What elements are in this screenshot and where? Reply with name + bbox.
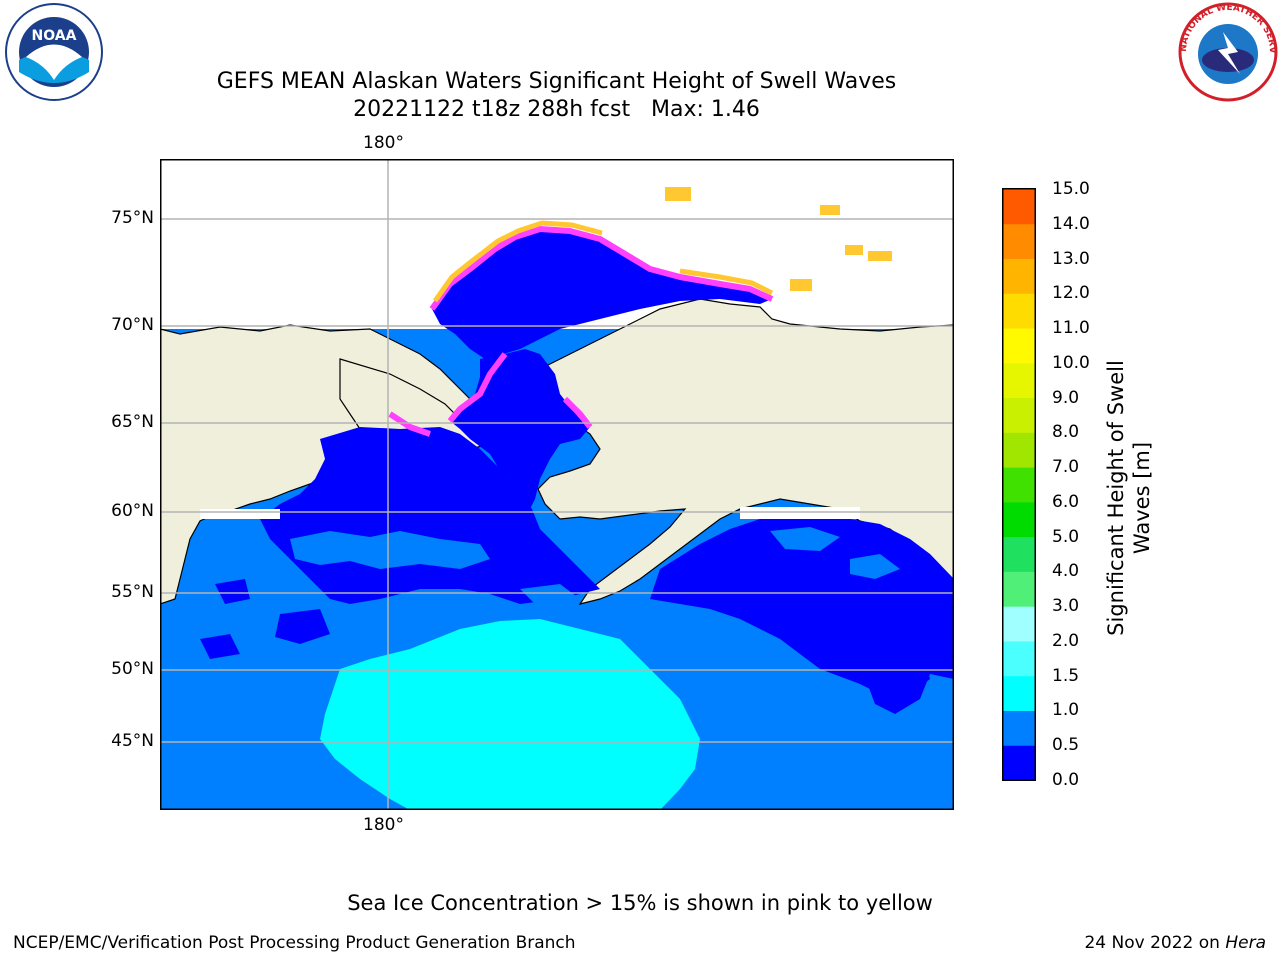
map-title: GEFS MEAN Alaskan Waters Significant Hei… [0,68,1113,124]
lat-label-45: 45°N [111,731,154,751]
title-line-2: 20221122 t18z 288h fcst Max: 1.46 [353,97,760,122]
colorbar-bin [1003,397,1035,433]
colorbar-bin [1003,467,1035,503]
footer-date: 24 Nov 2022 on Hera [1084,933,1266,953]
colorbar-bin [1003,571,1035,607]
lat-label-55: 55°N [111,582,154,602]
colorbar-label-line-2: Waves [m] [1130,441,1154,555]
colorbar-bin [1003,536,1035,572]
colorbar-bin [1003,501,1035,538]
colorbar-bin [1003,223,1035,260]
colorbar-tick-label: 0.5 [1052,735,1080,756]
colorbar-tick-label: 4.0 [1052,561,1080,582]
colorbar-label: Significant Height of Swell Waves [m] [1103,288,1155,708]
colorbar-bin [1003,745,1035,781]
lon-label-bottom: 180° [363,815,404,835]
colorbar [1002,188,1036,781]
nws-logo: NATIONAL WEATHER SERVICE [1178,2,1278,102]
map-panel [160,159,954,810]
graticule [160,159,954,810]
colorbar-bin [1003,640,1035,677]
title-line-1: GEFS MEAN Alaskan Waters Significant Hei… [216,69,897,94]
colorbar-bin [1003,258,1035,294]
aleutian-low-patches [200,579,930,714]
colorbar-tick-label: 13.0 [1052,248,1090,269]
colorbar-bin [1003,606,1035,642]
colorbar-tick-label: 2.0 [1052,630,1080,651]
colorbar-bin [1003,362,1035,399]
colorbar-tick-label: 7.0 [1052,457,1080,478]
lon-label-top: 180° [363,133,404,153]
colorbar-bin [1003,189,1035,225]
colorbar-tick-label: 10.0 [1052,352,1090,373]
lat-label-50: 50°N [111,659,154,679]
lat-label-70: 70°N [111,315,154,335]
colorbar-bin [1003,328,1035,364]
colorbar-tick-label: 15.0 [1052,179,1090,199]
colorbar-tick-label: 5.0 [1052,526,1080,547]
noaa-logo-text: NOAA [32,28,77,44]
colorbar-tick-label: 1.0 [1052,700,1080,721]
noaa-logo: NOAA [5,3,103,101]
map-frame [160,159,954,810]
colorbar-bin [1003,293,1035,329]
ice-floes [665,187,892,291]
lat-label-60: 60°N [111,501,154,521]
colorbar-tick-label: 0.0 [1052,770,1080,790]
south-white-band-west [200,509,280,519]
footer-branch: NCEP/EMC/Verification Post Processing Pr… [13,933,576,953]
land-alaska [534,298,954,605]
sea-ice-caption: Sea Ice Concentration > 15% is shown in … [347,891,933,915]
colorbar-bin [1003,710,1035,746]
colorbar-bin [1003,675,1035,711]
footer-machine: Hera [1225,933,1266,953]
south-white-band-east [740,507,860,519]
colorbar-tick-label: 12.0 [1052,283,1090,304]
colorbar-tick-label: 11.0 [1052,318,1090,339]
colorbar-tick-label: 8.0 [1052,422,1080,443]
colorbar-tick-label: 14.0 [1052,213,1090,234]
lat-label-75: 75°N [111,208,154,228]
sea-ice-edge [432,220,774,303]
colorbar-bin [1003,432,1035,468]
high-swell-cyan [320,619,700,810]
colorbar-label-line-1: Significant Height of Swell [1104,360,1128,636]
lat-label-65: 65°N [111,412,154,432]
colorbar-frame [1002,188,1036,781]
bering-mid-patches [220,527,900,609]
colorbar-tick-label: 9.0 [1052,387,1080,408]
colorbar-tick-label: 3.0 [1052,596,1080,617]
colorbar-tick-label: 1.5 [1052,665,1080,686]
footer-date-text: 24 Nov 2022 on [1084,933,1226,953]
colorbar-tick-label: 6.0 [1052,491,1080,512]
